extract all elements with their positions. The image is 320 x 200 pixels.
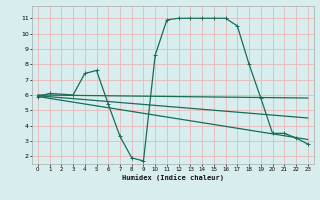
X-axis label: Humidex (Indice chaleur): Humidex (Indice chaleur) (122, 174, 224, 181)
